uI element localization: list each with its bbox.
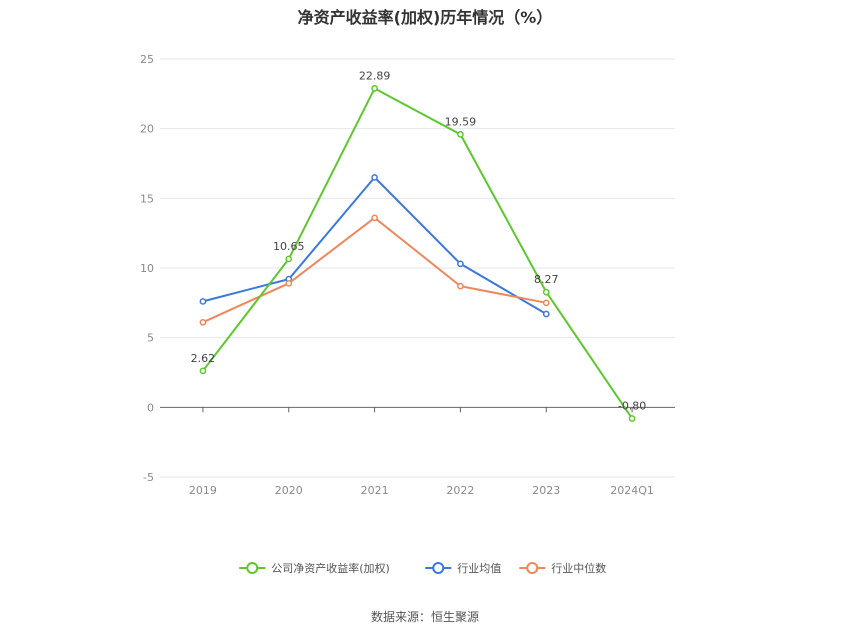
legend-marker [526,562,539,574]
x-tick-label: 2022 [446,484,474,497]
data-point [628,415,636,422]
gridlines [160,58,675,478]
legend-item: 行业均值 [425,562,501,575]
data-label: 19.59 [445,115,477,128]
data-label: -0.80 [618,399,646,412]
legend-label: 行业中位数 [551,561,606,575]
data-point [371,214,378,222]
legend-item: 公司净资产收益率(加权) [239,561,390,575]
data-labels: 2.62 10.65 22.89 19.59 8.27 -0.80 [191,69,647,412]
y-tick-label: 10 [140,262,154,275]
data-source: 数据来源：恒生聚源 [370,610,479,624]
y-tick-label: 25 [140,53,154,66]
data-point [199,298,207,305]
data-point [457,282,464,290]
data-point [199,318,207,326]
data-label: 22.89 [359,69,391,82]
data-point [199,367,207,375]
legend-label: 公司净资产收益率(加权) [271,561,390,575]
legend-marker [432,562,445,574]
data-label: 2.62 [191,352,216,365]
data-point [457,131,464,138]
y-tick-label: -5 [143,471,154,484]
y-tick-label: 0 [147,401,154,414]
x-tick-label: 2021 [361,484,389,497]
x-tick-label: 2020 [275,484,303,497]
x-tick-label: 2019 [189,484,217,497]
data-point [371,174,378,181]
legend-marker [246,562,259,574]
data-point [542,310,550,318]
data-label: 8.27 [534,273,559,286]
legend-item: 行业中位数 [519,561,606,575]
data-point [457,260,464,268]
data-point [371,85,378,92]
series-layer [199,85,636,422]
data-point [542,299,550,307]
data-label: 10.65 [273,240,305,253]
data-point [285,255,293,263]
y-tick-label: 15 [140,192,154,205]
axes: -5 0 5 10 15 20 25 2019 2020 2021 2022 2023 2024Q1 [140,53,675,497]
x-tick-label: 2023 [532,484,560,497]
x-tick-label: 2024Q1 [610,484,654,497]
legend-label: 行业均值 [457,562,501,575]
chart-title: 净资产收益率(加权)历年情况（%） [297,8,553,27]
y-tick-label: 5 [147,332,154,345]
series-line [202,87,633,420]
series-line [202,216,547,324]
data-point [285,279,293,287]
y-tick-label: 20 [140,123,154,136]
data-point [542,288,550,296]
legend: 公司净资产收益率(加权) 行业均值 行业中位数 [239,561,606,575]
